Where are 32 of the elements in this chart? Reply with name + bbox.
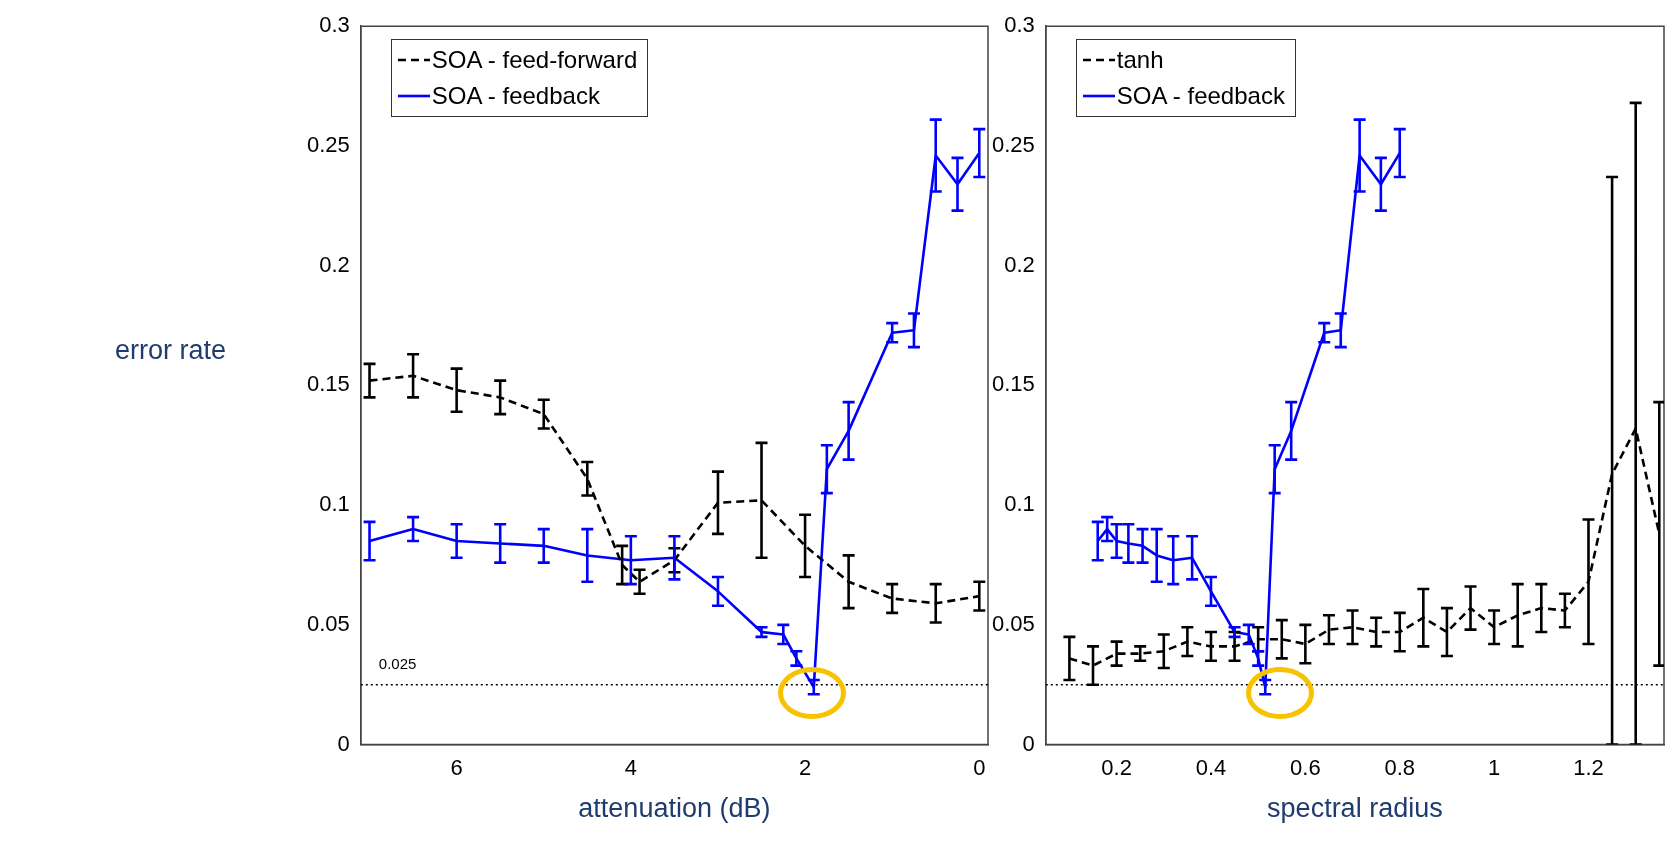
y-tick-label: 0.1	[1004, 491, 1035, 517]
y-tick-label: 0.05	[991, 610, 1035, 636]
x-tick-label: 0.4	[1195, 754, 1227, 780]
x-tick-label: 0.2	[1101, 754, 1132, 780]
y-tick-label: 0.25	[991, 132, 1035, 157]
x-tick-label: 0.6	[1290, 754, 1321, 780]
y-tick-label: 0.05	[306, 610, 350, 636]
legend-label: SOA - feedback	[431, 81, 600, 112]
y-tick-label: 0.25	[306, 132, 350, 157]
y-tick-label: 0.3	[319, 12, 350, 38]
y-tick-label: 0.3	[1004, 12, 1035, 38]
x-axis-title: spectral radius	[1266, 793, 1444, 824]
y-tick-label: 0.1	[319, 491, 350, 517]
y-tick-label: 0.15	[991, 371, 1035, 397]
legend-label: tanh	[1116, 45, 1164, 76]
legend-label: SOA - feed-forward	[431, 45, 638, 76]
x-tick-label: 1	[1487, 754, 1501, 780]
x-axis-title: attenuation (dB)	[577, 793, 772, 824]
x-tick-label: 4	[624, 754, 637, 780]
x-tick-label: 2	[798, 754, 812, 780]
y-tick-label: 0	[337, 730, 350, 756]
legend-label: SOA - feedback	[1116, 81, 1285, 112]
y-axis-title: error rate	[115, 335, 227, 366]
y-tick-label: 0	[1022, 730, 1035, 756]
x-tick-label: 0.8	[1384, 754, 1416, 780]
x-tick-label: 0	[973, 754, 986, 780]
y-tick-label: 0.15	[306, 371, 350, 397]
ref-line-label: 0.025	[378, 655, 417, 673]
x-tick-label: 6	[450, 754, 463, 780]
y-tick-label: 0.2	[319, 251, 350, 277]
x-tick-label: 1.2	[1573, 754, 1604, 780]
y-tick-label: 0.2	[1004, 251, 1035, 277]
